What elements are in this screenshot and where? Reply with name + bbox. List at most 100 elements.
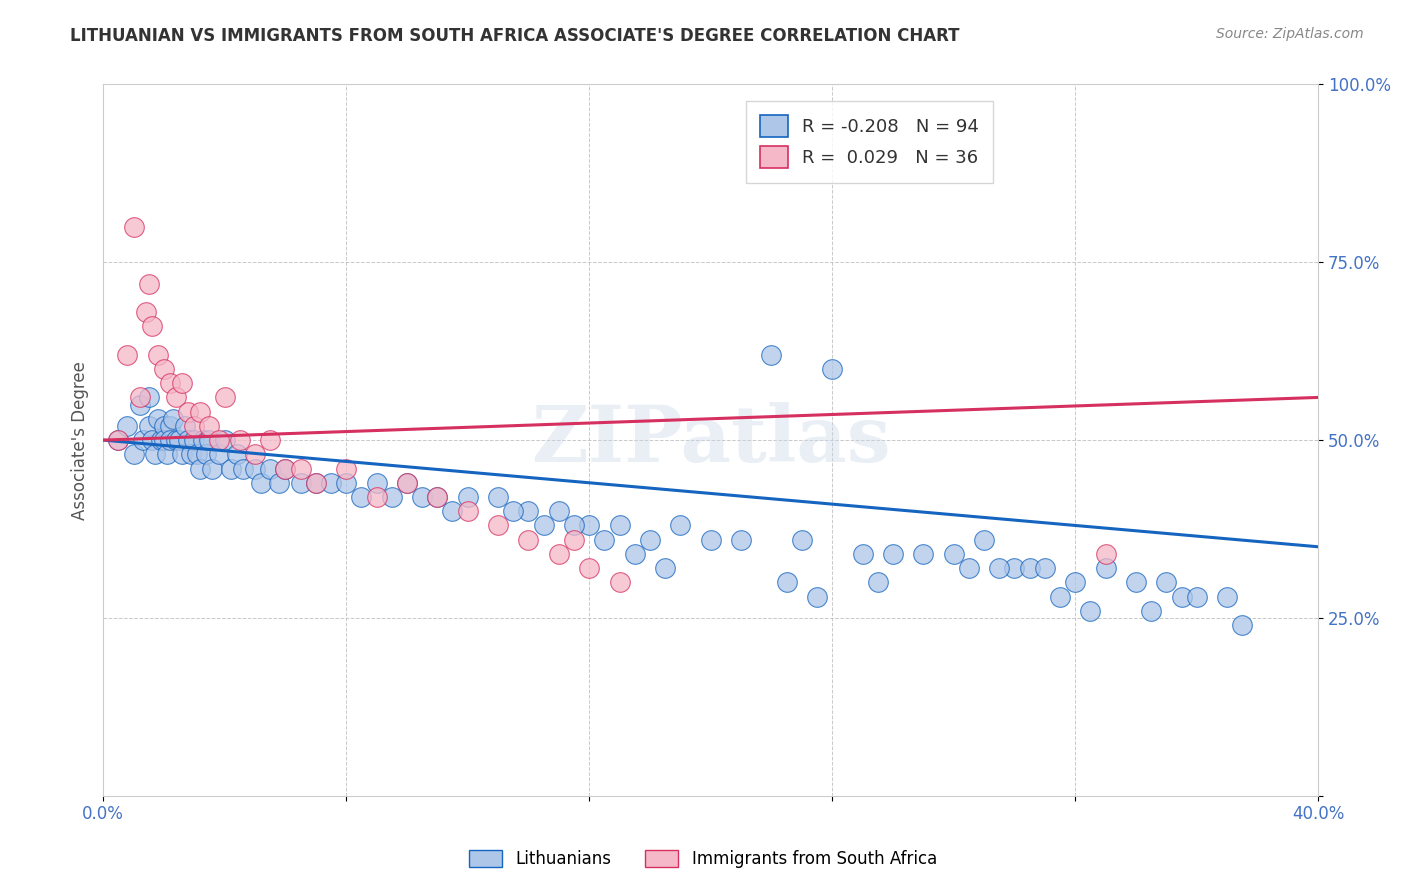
Point xyxy=(305,475,328,490)
Point xyxy=(229,433,252,447)
Point xyxy=(188,404,211,418)
Point xyxy=(638,533,661,547)
Point xyxy=(198,433,221,447)
Point xyxy=(319,475,342,490)
Text: Source: ZipAtlas.com: Source: ZipAtlas.com xyxy=(1216,27,1364,41)
Point xyxy=(180,447,202,461)
Point xyxy=(761,348,783,362)
Point xyxy=(250,475,273,490)
Point xyxy=(290,475,312,490)
Point xyxy=(138,418,160,433)
Point xyxy=(177,433,200,447)
Point xyxy=(395,475,418,490)
Point xyxy=(1094,547,1116,561)
Point xyxy=(128,391,150,405)
Point xyxy=(146,348,169,362)
Point xyxy=(305,475,328,490)
Point xyxy=(547,504,569,518)
Point xyxy=(172,376,194,391)
Text: ZIPatlas: ZIPatlas xyxy=(531,402,890,478)
Point xyxy=(232,461,254,475)
Point xyxy=(214,391,236,405)
Point xyxy=(609,575,631,590)
Point xyxy=(790,533,813,547)
Point xyxy=(225,447,247,461)
Point xyxy=(183,433,205,447)
Point xyxy=(269,475,291,490)
Text: LITHUANIAN VS IMMIGRANTS FROM SOUTH AFRICA ASSOCIATE'S DEGREE CORRELATION CHART: LITHUANIAN VS IMMIGRANTS FROM SOUTH AFRI… xyxy=(70,27,960,45)
Point xyxy=(274,461,297,475)
Point xyxy=(517,533,540,547)
Point xyxy=(988,561,1011,575)
Point xyxy=(486,490,509,504)
Point xyxy=(395,475,418,490)
Point xyxy=(219,461,242,475)
Point xyxy=(623,547,645,561)
Point xyxy=(259,461,281,475)
Point xyxy=(806,590,828,604)
Point xyxy=(942,547,965,561)
Point xyxy=(201,461,224,475)
Point xyxy=(502,504,524,518)
Legend: R = -0.208   N = 94, R =  0.029   N = 36: R = -0.208 N = 94, R = 0.029 N = 36 xyxy=(747,101,993,183)
Point xyxy=(775,575,797,590)
Point xyxy=(730,533,752,547)
Point xyxy=(117,418,139,433)
Point xyxy=(259,433,281,447)
Point xyxy=(1080,604,1102,618)
Point xyxy=(335,461,357,475)
Point xyxy=(866,575,889,590)
Point xyxy=(1064,575,1087,590)
Point xyxy=(1185,590,1208,604)
Point xyxy=(207,433,229,447)
Point xyxy=(1232,618,1254,632)
Point xyxy=(172,447,194,461)
Point xyxy=(1033,561,1056,575)
Point xyxy=(156,447,179,461)
Point xyxy=(517,504,540,518)
Point xyxy=(821,362,844,376)
Point xyxy=(290,461,312,475)
Point xyxy=(122,447,145,461)
Point xyxy=(198,418,221,433)
Point xyxy=(214,433,236,447)
Point xyxy=(138,391,160,405)
Point xyxy=(457,504,479,518)
Point xyxy=(457,490,479,504)
Point xyxy=(426,490,449,504)
Point xyxy=(274,461,297,475)
Point xyxy=(578,561,600,575)
Point xyxy=(1004,561,1026,575)
Point xyxy=(107,433,129,447)
Point xyxy=(141,319,163,334)
Point xyxy=(107,433,129,447)
Point xyxy=(1170,590,1192,604)
Point xyxy=(366,490,388,504)
Point xyxy=(852,547,875,561)
Point xyxy=(350,490,373,504)
Point xyxy=(547,547,569,561)
Point xyxy=(486,518,509,533)
Point xyxy=(441,504,464,518)
Point xyxy=(335,475,357,490)
Point xyxy=(159,418,181,433)
Point xyxy=(533,518,555,533)
Point xyxy=(186,447,208,461)
Point xyxy=(153,433,176,447)
Point xyxy=(578,518,600,533)
Point xyxy=(122,219,145,234)
Point xyxy=(135,305,157,319)
Point xyxy=(146,411,169,425)
Point xyxy=(381,490,404,504)
Point xyxy=(562,518,585,533)
Point xyxy=(366,475,388,490)
Point xyxy=(195,447,218,461)
Point xyxy=(117,348,139,362)
Point xyxy=(654,561,676,575)
Y-axis label: Associate's Degree: Associate's Degree xyxy=(72,360,89,519)
Point xyxy=(128,398,150,412)
Point xyxy=(609,518,631,533)
Point xyxy=(1140,604,1163,618)
Point xyxy=(141,433,163,447)
Point xyxy=(165,391,187,405)
